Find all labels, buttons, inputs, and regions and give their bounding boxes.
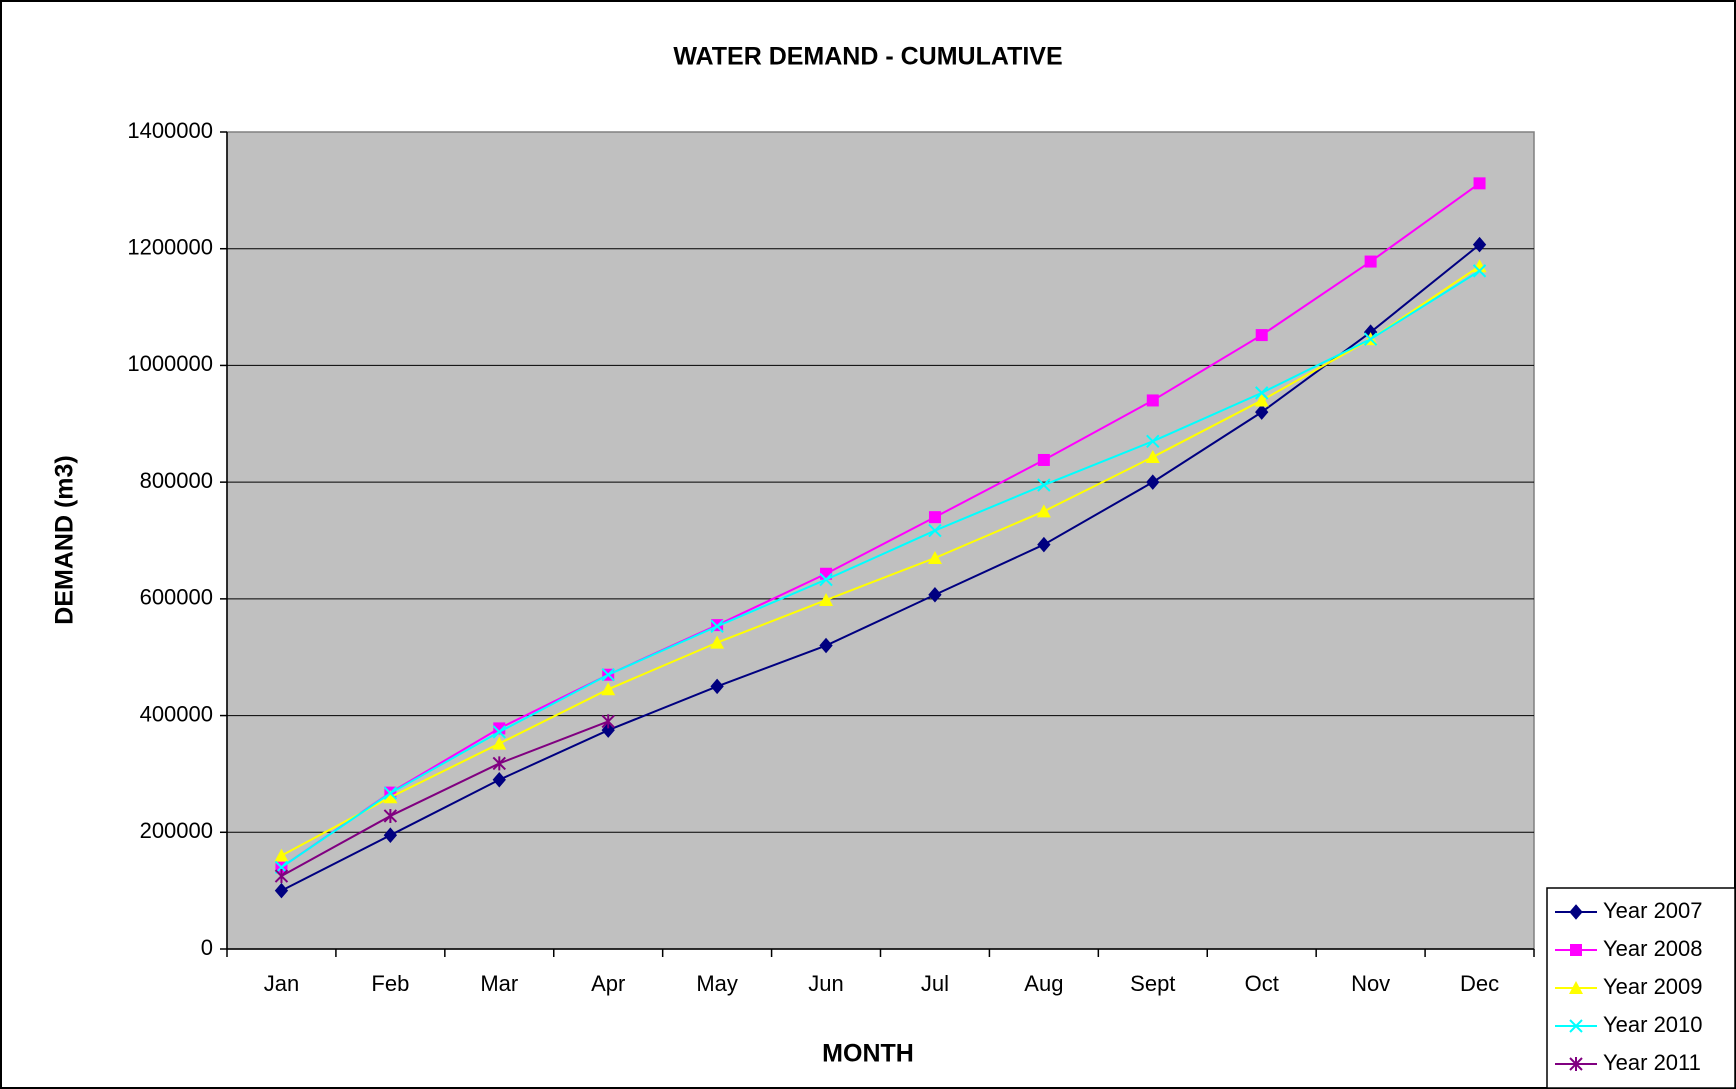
marker: [1146, 434, 1160, 449]
series-line: [280, 265, 1481, 857]
legend-label: Year 2010: [1603, 1012, 1703, 1037]
marker: [928, 511, 941, 524]
marker: [1037, 478, 1051, 492]
marker: [1363, 332, 1378, 346]
y-tick-label: 1200000: [127, 235, 213, 260]
marker: [1472, 236, 1487, 253]
marker: [1569, 1019, 1583, 1033]
legend-label: Year 2011: [1603, 1050, 1701, 1075]
marker: [601, 722, 615, 738]
marker: [1569, 981, 1583, 994]
marker: [601, 682, 616, 696]
y-tick-label: 800000: [140, 468, 213, 493]
y-tick-label: 0: [201, 935, 213, 960]
marker: [928, 587, 942, 603]
plot-area: [226, 131, 1535, 950]
y-tick-label: 600000: [140, 585, 213, 610]
x-tick-label: Jan: [264, 971, 299, 996]
marker: [819, 593, 834, 607]
x-tick-label: Feb: [371, 971, 409, 996]
marker: [1146, 394, 1159, 407]
marker: [710, 619, 724, 633]
x-tick-label: May: [696, 971, 738, 996]
marker: [274, 848, 289, 862]
marker: [1569, 1057, 1583, 1071]
marker: [819, 572, 833, 587]
marker: [1255, 404, 1269, 420]
x-tick-label: Mar: [480, 971, 518, 996]
series-line: [281, 243, 1481, 892]
y-axis-label: DEMAND (m3): [51, 455, 79, 624]
marker: [1145, 450, 1160, 464]
marker: [927, 551, 942, 565]
marker: [274, 869, 289, 884]
marker: [1036, 504, 1051, 518]
marker: [819, 637, 833, 654]
legend-label: Year 2007: [1603, 898, 1703, 923]
series-line: [280, 182, 1481, 869]
marker: [928, 523, 942, 538]
x-tick-label: Nov: [1351, 971, 1390, 996]
x-axis-label: MONTH: [822, 1040, 914, 1068]
x-tick-label: Oct: [1245, 971, 1279, 996]
marker: [601, 714, 615, 729]
legend-label: Year 2009: [1603, 974, 1703, 999]
x-tick-label: Dec: [1460, 971, 1499, 996]
y-tick-label: 1400000: [127, 118, 213, 143]
y-tick-label: 1000000: [127, 351, 213, 376]
y-tick-label: 400000: [140, 701, 213, 726]
marker: [492, 736, 507, 750]
marker: [1364, 255, 1377, 268]
marker: [1146, 474, 1160, 490]
marker: [492, 771, 506, 788]
x-tick-label: Sept: [1130, 971, 1175, 996]
marker: [1472, 264, 1487, 278]
marker: [1037, 536, 1051, 553]
marker: [1254, 393, 1269, 407]
marker: [1570, 944, 1582, 956]
marker: [1569, 904, 1583, 920]
x-tick-label: Jun: [808, 971, 843, 996]
marker: [1037, 453, 1050, 466]
marker: [383, 786, 398, 800]
series-line: [280, 720, 609, 877]
marker: [492, 756, 506, 771]
marker: [383, 827, 398, 843]
marker: [1255, 386, 1269, 400]
chart-title: WATER DEMAND - CUMULATIVE: [673, 43, 1062, 71]
marker: [1473, 177, 1486, 190]
marker: [383, 790, 398, 804]
marker: [1255, 329, 1268, 342]
series-line: [280, 270, 1481, 869]
marker: [710, 635, 725, 649]
marker: [601, 668, 615, 682]
x-tick-label: Jul: [921, 971, 949, 996]
marker: [1472, 259, 1487, 273]
marker: [274, 882, 289, 899]
x-tick-label: Aug: [1024, 971, 1063, 996]
legend-label: Year 2008: [1603, 936, 1703, 961]
marker: [492, 725, 506, 739]
marker: [383, 808, 398, 823]
x-tick-label: Apr: [591, 971, 625, 996]
y-tick-label: 200000: [140, 818, 213, 843]
marker: [710, 678, 724, 695]
